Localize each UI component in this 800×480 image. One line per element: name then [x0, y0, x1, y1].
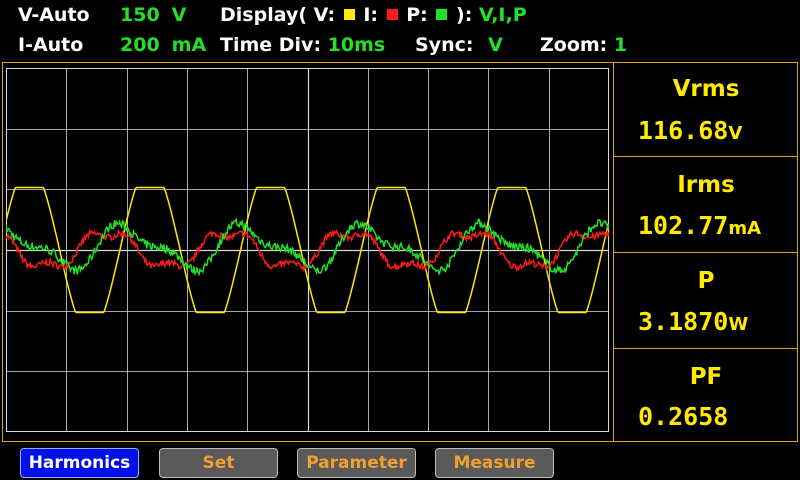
pf-label: PF [689, 364, 723, 390]
sync-setting[interactable]: Sync: V [415, 34, 503, 56]
harmonics-button[interactable]: Harmonics [20, 448, 139, 478]
scope-grid [6, 68, 609, 432]
measure-button[interactable]: Measure [435, 448, 554, 478]
voltage-trace [6, 186, 609, 314]
power-color-swatch [436, 8, 448, 20]
power-label: P [697, 268, 715, 294]
parameter-button[interactable]: Parameter [297, 448, 416, 478]
pf-value: 0.2658 [638, 402, 729, 431]
i-range-value: 200 mA [120, 34, 207, 56]
display-value: V,I,P [478, 4, 527, 26]
oscilloscope-plot [6, 68, 609, 432]
irms-value: 102.77mA [638, 211, 761, 240]
i-range-label: I-Auto [18, 34, 84, 56]
set-button[interactable]: Set [159, 448, 278, 478]
current-color-swatch [386, 8, 398, 20]
v-range-value: 150 V [120, 4, 187, 26]
display-selector[interactable]: Display( V: I: P: ): V,I,P [220, 4, 527, 26]
v-range-label: V-Auto [18, 4, 90, 26]
power-value: 3.1870W [638, 307, 749, 336]
power-trace [6, 217, 609, 277]
time-div[interactable]: Time Div: 10ms [220, 34, 386, 56]
zoom-setting[interactable]: Zoom: 1 [540, 34, 628, 56]
vrms-value: 116.68V [638, 116, 743, 145]
voltage-color-swatch [343, 8, 355, 20]
irms-label: Irms [677, 172, 735, 198]
vrms-label: Vrms [672, 76, 740, 102]
